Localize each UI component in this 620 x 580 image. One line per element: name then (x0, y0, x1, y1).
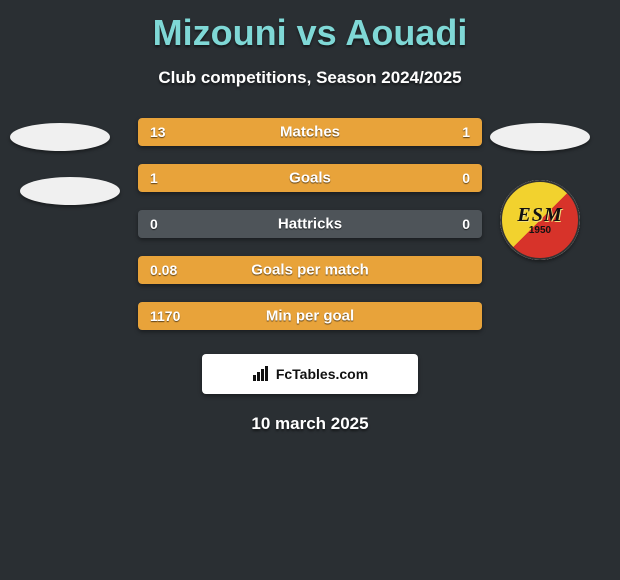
stat-value-right: 0 (462, 216, 470, 232)
stat-fill-right (406, 118, 482, 146)
team-left-badge-2 (20, 177, 120, 205)
stat-row: 1 Goals 0 (138, 164, 482, 192)
team-left-badge-1 (10, 123, 110, 151)
crest-inner: ESM 1950 (500, 180, 580, 260)
stat-label: Goals per match (251, 262, 369, 279)
crest-year: 1950 (529, 225, 551, 236)
team-right-crest: ESM 1950 (500, 180, 580, 260)
stat-row: 0.08 Goals per match (138, 256, 482, 284)
stat-row: 13 Matches 1 (138, 118, 482, 146)
stat-value-left: 0.08 (150, 262, 177, 278)
site-label: FcTables.com (276, 366, 368, 382)
stat-label: Hattricks (278, 216, 342, 233)
stat-label: Min per goal (266, 308, 354, 325)
stat-value-left: 0 (150, 216, 158, 232)
stat-label: Matches (280, 124, 340, 141)
page-title: Mizouni vs Aouadi (0, 0, 620, 54)
subtitle: Club competitions, Season 2024/2025 (0, 68, 620, 88)
stat-value-right: 0 (462, 170, 470, 186)
footer-date: 10 march 2025 (0, 414, 620, 434)
stat-value-left: 1170 (150, 308, 180, 324)
stat-value-left: 1 (150, 170, 158, 186)
site-badge: FcTables.com (202, 354, 418, 394)
stat-row: 0 Hattricks 0 (138, 210, 482, 238)
stat-value-left: 13 (150, 124, 166, 140)
stat-label: Goals (289, 170, 331, 187)
crest-letters: ESM (517, 204, 562, 227)
stat-row: 1170 Min per goal (138, 302, 482, 330)
team-right-badge-1 (490, 123, 590, 151)
stat-value-right: 1 (462, 124, 470, 140)
stat-fill-left (138, 118, 406, 146)
chart-icon (252, 366, 272, 382)
